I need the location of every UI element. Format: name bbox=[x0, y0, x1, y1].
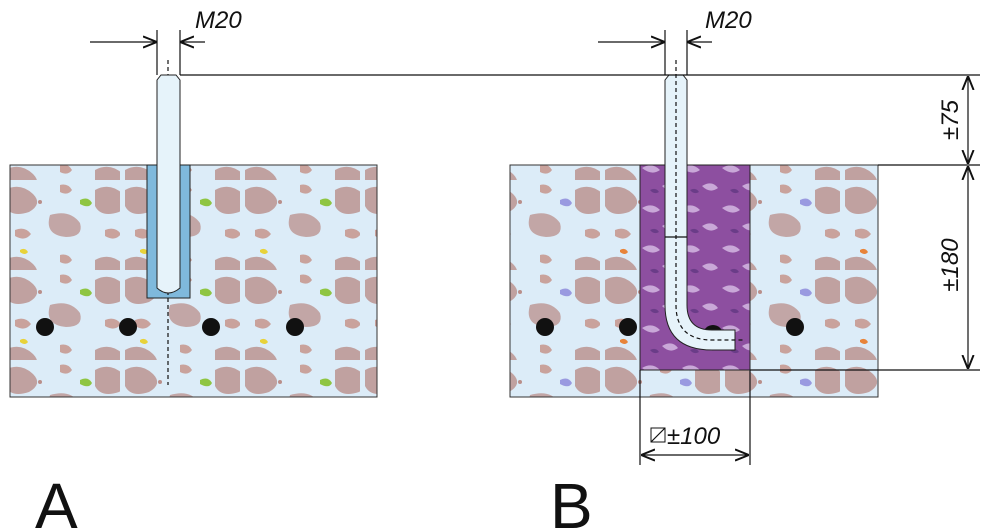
hook-bolt bbox=[664, 74, 736, 351]
vertical-dimensions: ±75 ±180 bbox=[180, 74, 980, 371]
embedment-label: ±180 bbox=[937, 238, 964, 292]
concrete bbox=[9, 164, 378, 398]
panel-a: M20 A bbox=[9, 7, 378, 531]
panel-label: B bbox=[550, 470, 593, 531]
width-label: ±100 bbox=[667, 423, 721, 450]
panel-b: M20 ±100 B bbox=[509, 7, 879, 531]
thread-label: M20 bbox=[195, 7, 242, 34]
panel-label: A bbox=[35, 470, 78, 531]
projection-label: ±75 bbox=[937, 99, 964, 140]
rebars bbox=[36, 318, 304, 336]
bolt bbox=[156, 74, 181, 294]
thread-label: M20 bbox=[705, 7, 752, 34]
square-symbol bbox=[650, 427, 666, 443]
